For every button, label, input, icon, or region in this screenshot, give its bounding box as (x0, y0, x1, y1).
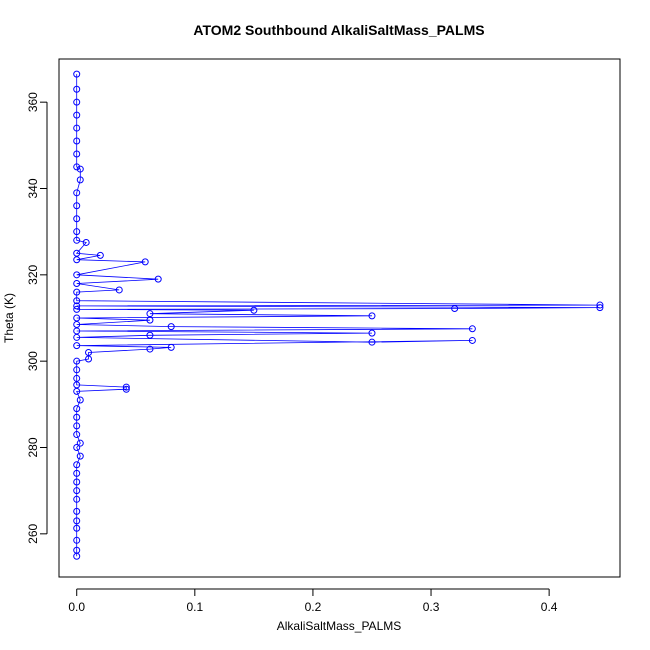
data-point (73, 431, 81, 439)
series-line (75, 74, 600, 557)
data-point (167, 343, 175, 351)
data-point (146, 331, 154, 339)
data-point (73, 366, 81, 374)
y-tick-label: 280 (26, 437, 40, 457)
data-point (73, 124, 81, 132)
x-tick-label: 0.2 (305, 600, 322, 614)
data-point (73, 271, 81, 279)
y-axis-label: Theta (K) (2, 293, 16, 343)
data-point (73, 85, 81, 93)
data-point (73, 236, 81, 244)
data-point (122, 385, 130, 393)
data-point (146, 310, 154, 318)
x-tick-label: 0.4 (541, 600, 558, 614)
data-point (73, 487, 81, 495)
data-point (76, 439, 84, 447)
data-point (468, 325, 476, 333)
data-point (596, 301, 604, 309)
data-point (146, 345, 154, 353)
data-point (73, 137, 81, 145)
data-point (73, 302, 81, 310)
series-path (75, 74, 600, 557)
data-point (73, 228, 81, 236)
data-point (73, 215, 81, 223)
data-point (73, 444, 81, 451)
y-axis: 260 280 300 320 340 360 (26, 92, 48, 544)
data-point (73, 288, 81, 296)
data-point (368, 312, 376, 320)
y-tick-label: 260 (26, 524, 40, 544)
data-point (73, 413, 81, 421)
data-point (73, 536, 81, 544)
x-tick-label: 0.1 (186, 600, 203, 614)
data-point (73, 507, 81, 515)
x-axis-label: AlkaliSaltMass_PALMS (277, 619, 402, 633)
data-point (76, 396, 84, 404)
data-point (73, 342, 81, 350)
data-point (73, 517, 81, 525)
y-tick-label: 300 (26, 351, 40, 371)
data-point (596, 304, 604, 312)
data-point (73, 374, 81, 382)
data-point (73, 189, 81, 197)
y-tick-label: 360 (26, 92, 40, 112)
data-point (368, 338, 376, 346)
data-point (73, 461, 81, 469)
data-point (73, 357, 81, 365)
data-point (115, 286, 123, 294)
data-point (141, 258, 149, 266)
data-point (73, 546, 81, 554)
data-point (368, 329, 376, 337)
x-tick-label: 0.3 (423, 600, 440, 614)
data-point (73, 297, 81, 305)
data-point (73, 150, 81, 158)
data-point (73, 249, 81, 257)
data-point (82, 238, 90, 246)
data-point (73, 305, 81, 313)
y-tick-label: 340 (26, 178, 40, 198)
data-point (73, 478, 81, 486)
data-point (122, 383, 130, 391)
data-point (250, 306, 258, 314)
data-point (154, 275, 162, 283)
data-point (73, 405, 81, 413)
data-point (468, 336, 476, 344)
chart-title: ATOM2 Southbound AlkaliSaltMass_PALMS (193, 22, 484, 38)
data-point (73, 495, 81, 503)
data-point (73, 70, 81, 78)
data-point (85, 349, 93, 357)
data-point (73, 469, 81, 477)
x-axis: 0.0 0.1 0.2 0.3 0.4 (68, 588, 558, 614)
data-point (73, 163, 81, 171)
data-points (73, 70, 604, 560)
data-point (73, 98, 81, 106)
y-tick-label: 320 (26, 265, 40, 285)
data-point (73, 111, 81, 119)
data-point (167, 323, 175, 331)
data-point (96, 251, 104, 259)
data-point (73, 524, 81, 532)
data-point (76, 452, 84, 460)
x-tick-label: 0.0 (68, 600, 85, 614)
data-point (76, 176, 84, 184)
data-point (73, 314, 81, 322)
data-point (76, 165, 84, 173)
data-point (73, 202, 81, 210)
data-point (73, 279, 81, 287)
plot-frame (58, 58, 621, 578)
data-point (451, 305, 459, 313)
data-point (73, 422, 81, 430)
